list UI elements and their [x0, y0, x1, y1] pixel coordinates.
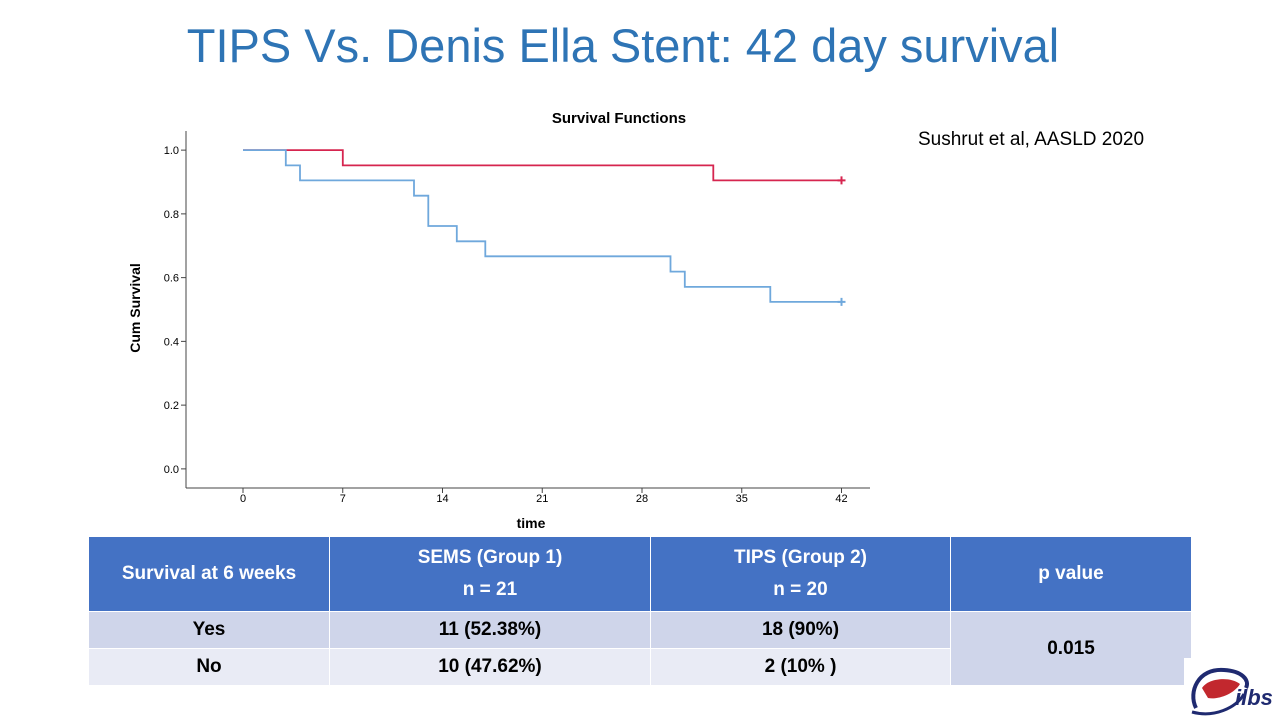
x-tick-label: 21	[536, 493, 548, 505]
table-header-row: Survival at 6 weeks SEMS (Group 1) n = 21…	[88, 536, 1192, 612]
sems-cell: 11 (52.38%)	[329, 611, 651, 649]
citation-text: Sushrut et al, AASLD 2020	[918, 129, 1145, 150]
results-table: Survival at 6 weeks SEMS (Group 1) n = 21…	[88, 536, 1192, 686]
y-tick-label: 0.4	[164, 336, 179, 348]
y-tick-label: 0.0	[164, 464, 179, 476]
x-tick-label: 28	[636, 493, 648, 505]
row-label: No	[88, 648, 330, 686]
x-tick-label: 35	[736, 493, 748, 505]
header-pvalue: p value	[950, 536, 1192, 612]
y-tick-label: 0.6	[164, 273, 179, 285]
censor-mark	[837, 297, 846, 306]
header-sems-n: n = 21	[462, 579, 518, 600]
survival-curve-2	[243, 149, 842, 303]
table-row: No 10 (47.62%) 2 (10% )	[88, 648, 1192, 686]
y-ticks: 0.0 0.2 0.4 0.6 0.8 1.0	[164, 145, 186, 476]
y-tick-label: 0.2	[164, 400, 179, 412]
x-tick-label: 42	[835, 493, 847, 505]
x-tick-label: 7	[340, 493, 346, 505]
liver-logo-icon	[1191, 667, 1249, 716]
tips-cell: 18 (90%)	[650, 611, 951, 649]
header-survival: Survival at 6 weeks	[88, 536, 330, 612]
y-axis-label: Cum Survival	[127, 263, 143, 352]
header-tips-label: TIPS (Group 2)	[734, 547, 867, 568]
p-value-cell: 0.015	[950, 611, 1192, 686]
chart-title: Survival Functions	[552, 110, 686, 127]
header-tips-n: n = 20	[773, 579, 828, 600]
y-tick-label: 1.0	[164, 145, 179, 157]
tips-cell: 2 (10% )	[650, 648, 951, 686]
sems-cell: 10 (47.62%)	[329, 648, 651, 686]
header-sems-label: SEMS (Group 1)	[417, 547, 563, 568]
survival-curves	[243, 149, 846, 306]
header-pvalue-label: p value	[1038, 563, 1104, 584]
x-tick-label: 0	[240, 493, 246, 505]
survival-curve-1	[243, 149, 842, 182]
logo-text: ilbs	[1235, 685, 1273, 710]
survival-chart: Survival Functions Cum Survival time 0.0…	[127, 110, 870, 531]
slide-title: TIPS Vs. Denis Ella Stent: 42 day surviv…	[186, 19, 1060, 72]
censor-mark	[837, 176, 846, 185]
x-tick-label: 14	[436, 493, 448, 505]
header-sems: SEMS (Group 1) n = 21	[329, 536, 651, 612]
row-label: Yes	[88, 611, 330, 649]
ilbs-logo	[1184, 658, 1280, 720]
header-survival-label: Survival at 6 weeks	[121, 563, 297, 584]
table-row: Yes 11 (52.38%) 18 (90%) 0.015	[88, 611, 1192, 686]
x-ticks: 0 7 14 21 28 35 42	[240, 488, 848, 505]
header-tips: TIPS (Group 2) n = 20	[650, 536, 951, 612]
y-tick-label: 0.8	[164, 209, 179, 221]
x-axis-label: time	[517, 515, 546, 531]
